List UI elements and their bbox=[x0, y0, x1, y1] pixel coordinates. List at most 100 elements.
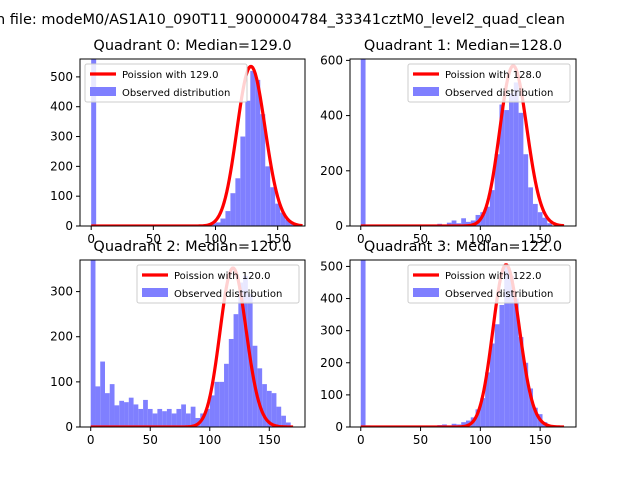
legend: Poission with 120.0 Observed distribution bbox=[136, 264, 300, 304]
x-tick-label: 150 bbox=[266, 232, 289, 246]
legend-line-label: Poission with 128.0 bbox=[445, 70, 541, 81]
histogram-bar bbox=[190, 406, 196, 427]
histogram-bar bbox=[489, 343, 495, 427]
y-tick-label: 500 bbox=[50, 70, 73, 84]
histogram-bar bbox=[360, 59, 366, 226]
x-tick-label: 150 bbox=[529, 433, 552, 447]
histogram-bar bbox=[114, 405, 120, 427]
figure-title: n file: modeM0/AS1A10_090T11_9000004784_… bbox=[0, 12, 565, 28]
x-tick-label: 0 bbox=[357, 232, 365, 246]
y-tick-label: 200 bbox=[320, 356, 343, 370]
legend-hist-swatch bbox=[413, 87, 439, 96]
histogram-bar bbox=[91, 59, 97, 226]
histogram-bar bbox=[245, 100, 251, 226]
histogram-bar bbox=[250, 70, 256, 226]
histogram-bar bbox=[537, 212, 543, 226]
subplot-quadrant-3: 0 50 100 150 0 100 200 300 400 500 Quadrant 3: Med… bbox=[320, 239, 577, 447]
legend: Poission with 122.0 Observed distribution bbox=[407, 264, 571, 304]
histogram-bar bbox=[547, 223, 553, 226]
histogram-bar bbox=[485, 372, 490, 427]
x-tick-label: 150 bbox=[529, 232, 552, 246]
axes-frame bbox=[79, 259, 306, 428]
histogram-bar bbox=[260, 114, 266, 226]
x-tick-label: 0 bbox=[357, 433, 365, 447]
legend-hist-swatch bbox=[413, 288, 439, 297]
x-tick-label: 100 bbox=[198, 433, 221, 447]
x-tick-label: 50 bbox=[413, 433, 428, 447]
histogram-bar bbox=[281, 415, 286, 427]
histogram-bar bbox=[475, 409, 481, 427]
histogram-bar bbox=[480, 212, 486, 226]
histogram bbox=[91, 59, 301, 226]
subplot-title: Quadrant 1: Median=128.0 bbox=[364, 38, 562, 54]
histogram-bar bbox=[124, 402, 129, 427]
y-tick-label: 300 bbox=[320, 324, 343, 338]
histogram-bar bbox=[285, 219, 291, 226]
legend-hist-label: Observed distribution bbox=[174, 289, 282, 300]
y-tick-label: 400 bbox=[50, 100, 73, 114]
histogram-bar bbox=[233, 314, 239, 427]
x-tick-label: 100 bbox=[469, 433, 492, 447]
histogram-bar bbox=[285, 422, 291, 427]
legend-box bbox=[407, 264, 571, 304]
y-tick-label: 100 bbox=[50, 375, 73, 389]
histogram-bar bbox=[138, 408, 144, 427]
histogram-bar bbox=[133, 404, 139, 427]
legend-box bbox=[136, 264, 300, 304]
histogram-bar bbox=[270, 187, 276, 226]
x-tick-label: 100 bbox=[204, 232, 227, 246]
histogram-bar bbox=[109, 384, 115, 427]
histogram-bar bbox=[147, 408, 153, 427]
subplot-title: Quadrant 0: Median=129.0 bbox=[93, 38, 291, 54]
histogram-bar bbox=[504, 266, 510, 427]
histogram-bar bbox=[266, 390, 272, 427]
y-tick-label: 300 bbox=[50, 285, 73, 299]
legend: Poission with 128.0 Observed distribution bbox=[407, 63, 571, 103]
histogram-bar bbox=[224, 363, 229, 427]
histogram-bar bbox=[220, 218, 226, 226]
histogram-bar bbox=[205, 408, 210, 427]
legend-box bbox=[84, 63, 248, 103]
histogram-bar bbox=[90, 260, 96, 427]
poisson-curve bbox=[90, 266, 294, 427]
x-tick-label: 50 bbox=[413, 232, 428, 246]
histogram-bar bbox=[518, 112, 524, 226]
y-tick-label: 200 bbox=[320, 164, 343, 178]
histogram-bar bbox=[171, 413, 177, 427]
y-tick-label: 500 bbox=[320, 259, 343, 273]
histogram-bar bbox=[528, 388, 533, 427]
subplot-quadrant-1: 0 50 100 150 0 200 400 600 Quadrant 1: Median=12… bbox=[320, 38, 577, 246]
subplot-title: Quadrant 3: Median=122.0 bbox=[364, 239, 562, 255]
y-tick-label: 0 bbox=[65, 219, 73, 233]
histogram-bar bbox=[499, 304, 505, 427]
legend-line-label: Poission with 129.0 bbox=[122, 70, 218, 81]
x-tick-label: 50 bbox=[143, 433, 158, 447]
histogram-bar bbox=[275, 203, 281, 226]
axes-frame bbox=[349, 58, 577, 227]
histogram-bar bbox=[271, 393, 277, 427]
x-tick-label: 100 bbox=[469, 232, 492, 246]
histogram-bar bbox=[446, 222, 452, 226]
histogram-bar bbox=[265, 166, 271, 226]
histogram-bar bbox=[225, 211, 231, 226]
histogram-bar bbox=[230, 193, 236, 226]
histogram-bar bbox=[128, 397, 134, 427]
histogram-bar bbox=[528, 187, 533, 226]
legend-hist-label: Observed distribution bbox=[122, 88, 230, 99]
legend-line-label: Poission with 122.0 bbox=[445, 271, 541, 282]
histogram-bar bbox=[489, 190, 495, 226]
subplot-quadrant-2: 0 50 100 150 0 100 200 300 Quadrant 2: Median=12… bbox=[50, 239, 306, 447]
histogram-bar bbox=[451, 220, 457, 226]
y-tick-label: 200 bbox=[50, 330, 73, 344]
y-tick-label: 400 bbox=[320, 109, 343, 123]
y-tick-label: 0 bbox=[335, 219, 343, 233]
histogram-bar bbox=[209, 395, 215, 427]
histogram-bar bbox=[461, 218, 466, 226]
histogram-bar bbox=[152, 413, 158, 427]
y-tick-label: 0 bbox=[65, 420, 73, 434]
histogram-bar bbox=[499, 104, 505, 226]
histogram-bar bbox=[485, 206, 490, 226]
y-tick-label: 300 bbox=[50, 130, 73, 144]
histogram-bar bbox=[240, 136, 246, 226]
